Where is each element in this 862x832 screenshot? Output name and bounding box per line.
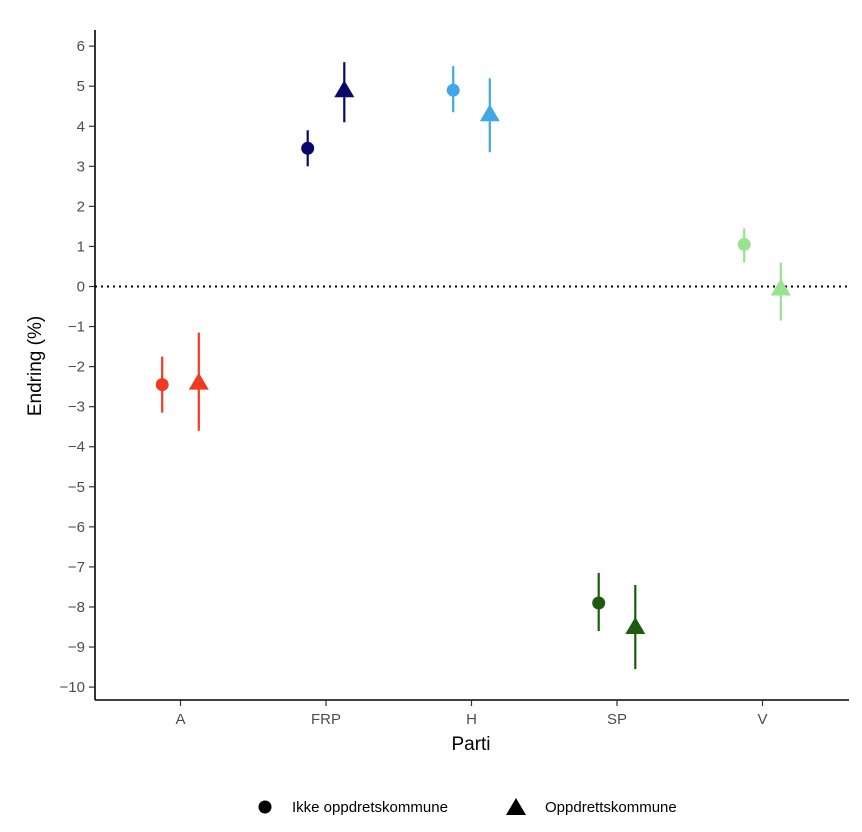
y-tick-label: −2 (68, 359, 85, 376)
point-triangle-frp (334, 80, 355, 98)
x-tick-label: H (466, 711, 477, 728)
plot-area (95, 62, 849, 670)
y-tick-label: −9 (68, 639, 85, 656)
y-tick-label: 1 (77, 238, 85, 255)
point-circle-sp (592, 596, 606, 610)
legend-circle-marker (258, 800, 272, 814)
y-tick-label: −8 (68, 599, 85, 616)
legend-label-series-2: Oppdrettskommune (545, 799, 677, 816)
axes: Parti Endring (%) 6 5 4 3 2 1 0 −1 −2 −3 −4 −5 −6 −7 −… (25, 30, 849, 755)
x-tick-label: A (175, 711, 185, 728)
x-tick-label: FRP (311, 711, 341, 728)
point-triangle-h (479, 104, 500, 122)
y-tick-label: 3 (77, 158, 85, 175)
y-tick-label: −7 (68, 559, 85, 576)
x-tick-label: SP (607, 711, 627, 728)
y-tick-label: 2 (77, 198, 85, 215)
point-circle-h (446, 83, 460, 97)
point-triangle-sp (625, 617, 646, 635)
y-tick-label: 5 (77, 78, 85, 95)
x-tick-label: V (757, 711, 767, 728)
y-tick-label: −1 (68, 319, 85, 336)
y-tick-label: 4 (77, 118, 85, 135)
point-circle-v (737, 237, 751, 251)
point-triangle-v (770, 278, 791, 296)
x-axis-title: Parti (451, 734, 490, 755)
y-tick-label: 0 (77, 279, 85, 296)
y-tick-label: −5 (68, 479, 85, 496)
y-tick-label: −10 (60, 679, 85, 696)
point-triangle-a (188, 372, 209, 390)
legend-triangle-marker (506, 798, 526, 815)
y-axis-title: Endring (%) (25, 316, 46, 416)
y-tick-label: 6 (77, 38, 85, 55)
y-tick-label: −6 (68, 519, 85, 536)
point-circle-a (155, 378, 169, 392)
point-circle-frp (301, 141, 315, 155)
legend: Ikke oppdretskommune Oppdrettskommune (258, 798, 677, 816)
y-tick-label: −3 (68, 399, 85, 416)
legend-label-series-1: Ikke oppdretskommune (292, 799, 448, 816)
y-tick-label: −4 (68, 439, 85, 456)
